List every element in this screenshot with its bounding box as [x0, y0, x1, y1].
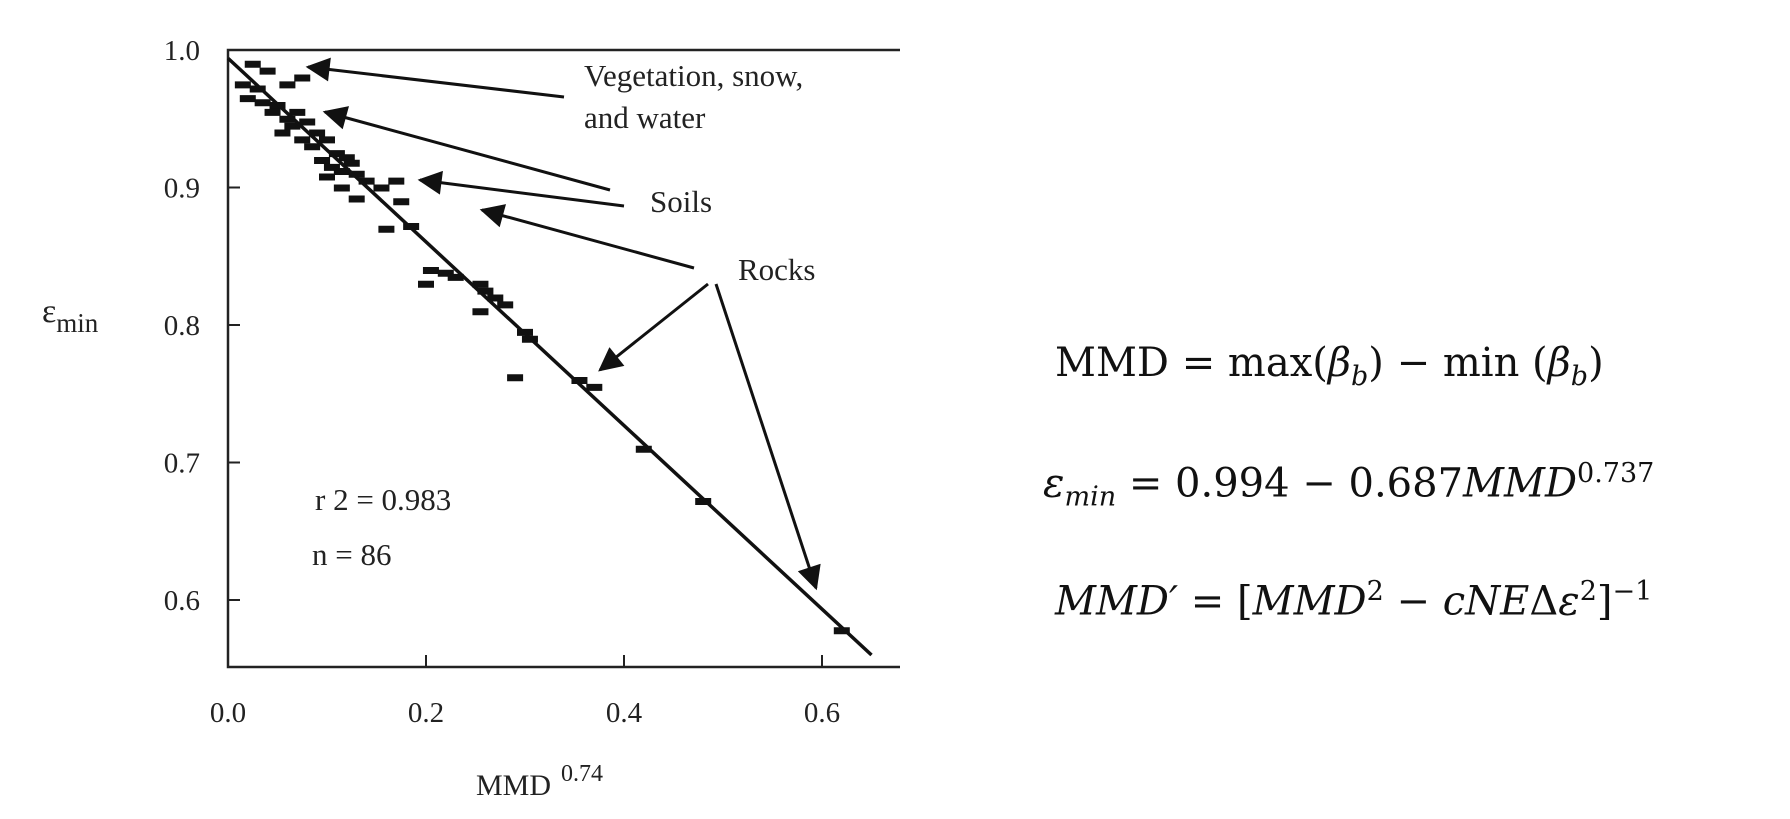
data-point [319, 173, 335, 181]
data-point [289, 108, 306, 116]
equation-mmd: MMD = max(βb) − min (βb) [1055, 340, 1604, 392]
data-point [294, 74, 311, 82]
fit-line [226, 56, 873, 657]
data-point [472, 308, 489, 316]
annotation-vegetation: Vegetation, snow, [584, 58, 803, 93]
data-point [422, 267, 439, 274]
x-tick-label: 0.6 [804, 697, 840, 729]
data-point [249, 85, 266, 93]
arrow-rocks-3 [714, 283, 821, 591]
data-point [497, 301, 514, 309]
data-point [323, 163, 340, 171]
data-point [635, 445, 652, 453]
data-point [239, 95, 256, 103]
data-point [328, 150, 345, 158]
data-point [314, 157, 331, 164]
y-axis-label: εmin [42, 293, 99, 338]
data-point [393, 198, 410, 206]
data-point [507, 374, 524, 382]
data-point [373, 184, 390, 192]
data-point [284, 122, 301, 130]
data-point [274, 129, 291, 137]
arrow-vegetation [305, 57, 565, 99]
data-point [264, 108, 281, 116]
data-point [299, 118, 316, 126]
data-point [244, 60, 261, 68]
data-point [472, 280, 489, 288]
y-tick-label: 1.0 [164, 35, 200, 67]
y-tick-label: 0.6 [164, 585, 200, 617]
annotation-n: n = 86 [312, 537, 391, 572]
plot-frame [226, 48, 900, 669]
arrow-soils-1 [322, 106, 611, 192]
equation-emin: εmin = 0.994 − 0.687MMD0.737 [1043, 458, 1655, 513]
data-point [378, 225, 395, 233]
data-point [343, 159, 360, 167]
data-point [571, 377, 588, 384]
arrow-rocks-2 [598, 282, 709, 372]
data-point [279, 115, 296, 123]
data-point [348, 195, 365, 203]
data-point [333, 184, 350, 192]
data-point [586, 383, 603, 391]
data-point [388, 177, 405, 185]
y-tick-label: 0.8 [164, 310, 200, 342]
data-point [487, 294, 504, 302]
data-point [333, 168, 350, 175]
y-tick-label: 0.7 [164, 448, 200, 480]
arrow-rocks-1 [479, 204, 695, 270]
annotation-soils: Soils [650, 184, 712, 219]
data-point [348, 170, 365, 178]
equation-mmd-prime: MMD′ = [MMD2 − cNEΔε2]−1 [1055, 576, 1653, 625]
y-axis-label-sub: min [56, 308, 99, 338]
data-point [259, 67, 276, 75]
data-point [294, 136, 311, 144]
arrow-soils-2 [417, 170, 625, 208]
annotation-r2: r 2 = 0.983 [315, 482, 451, 517]
data-point [279, 81, 296, 89]
data-point [833, 627, 850, 635]
annotation-water: and water [584, 100, 706, 135]
data-point [437, 269, 454, 277]
x-axis-label-sup: 0.74 [561, 761, 603, 787]
data-point [477, 287, 494, 295]
x-tick-label: 0.2 [408, 697, 444, 729]
y-tick-label: 0.9 [164, 173, 200, 205]
annotation-rocks: Rocks [738, 252, 816, 287]
data-point [447, 273, 464, 281]
x-tick-label: 0.0 [210, 697, 246, 729]
data-point [304, 143, 321, 151]
data-point [358, 177, 375, 185]
data-point [338, 154, 355, 162]
data-point [418, 280, 434, 288]
data-point [695, 498, 712, 505]
x-tick-label: 0.4 [606, 697, 643, 729]
data-point [234, 81, 251, 89]
data-point [309, 129, 326, 137]
emissivity-mmd-chart: 0.0 0.2 0.4 0.6 1.0 0.9 0.8 0.7 0.6 εmin MMD 0.74… [42, 35, 900, 802]
data-point [254, 99, 271, 107]
x-axis-label: MMD 0.74 [476, 761, 603, 802]
data-point [319, 136, 335, 144]
